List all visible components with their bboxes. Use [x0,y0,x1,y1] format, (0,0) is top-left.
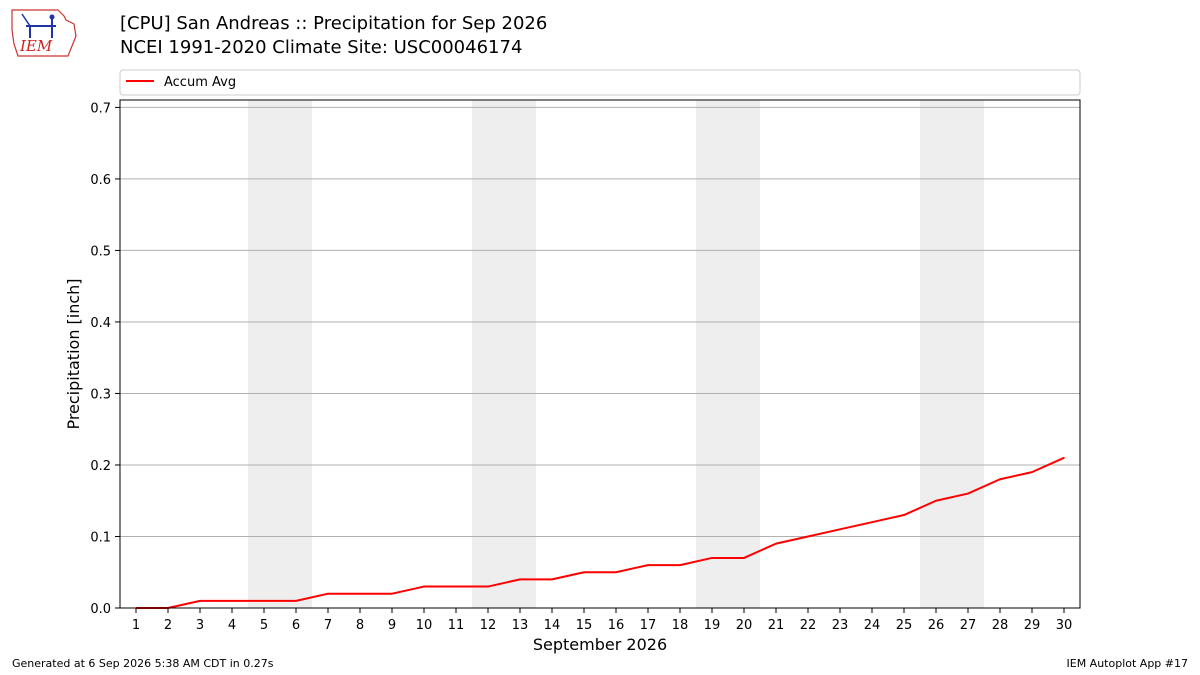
y-axis-label: Precipitation [inch] [64,278,83,429]
x-tick-label: 6 [292,618,300,633]
y-tick-label: 0.5 [90,244,111,259]
data-point [935,499,937,502]
data-point [455,585,457,588]
y-tick-label: 0.4 [90,316,111,331]
y-tick-label: 0.2 [90,459,111,474]
data-point [1063,457,1065,459]
data-point [903,514,905,516]
x-tick-label: 16 [608,618,625,633]
plot-frame [119,99,1081,609]
data-point [807,535,809,538]
data-point [551,578,553,581]
data-point [519,578,521,581]
data-point [263,600,265,602]
x-tick-label: 19 [704,618,721,633]
x-axis-ticks: 1 2 3 4 5 6 7 8 9 10 11 12 13 14 15 16 17 18 19 20 21 22 23 24 2… [132,608,1072,633]
x-tick-label: 12 [480,618,497,633]
data-point [647,564,649,566]
series-line-accum-avg [136,456,1065,609]
x-tick-label: 22 [800,618,817,633]
y-tick-label: 0.6 [90,173,111,188]
x-tick-label: 10 [416,618,433,633]
data-point [359,592,361,595]
footer-app: IEM Autoplot App #17 [1066,657,1189,670]
x-tick-label: 30 [1056,618,1073,633]
weekend-shade [920,100,984,608]
data-point [615,571,617,574]
data-point [1031,471,1033,473]
data-point [487,585,489,588]
x-tick-label: 21 [768,618,785,633]
x-tick-label: 2 [164,618,172,633]
weekend-shade [472,100,536,608]
data-point [295,600,297,602]
data-point [583,571,585,574]
x-tick-label: 26 [928,618,945,633]
x-tick-label: 7 [324,618,332,633]
x-tick-label: 11 [448,618,465,633]
data-point [327,592,329,595]
x-tick-label: 18 [672,618,689,633]
data-point [775,542,777,545]
iem-logo: IEM [11,9,77,57]
data-point [199,600,201,602]
data-point [679,564,681,566]
x-axis-label: September 2026 [533,635,667,654]
data-point [871,521,873,523]
x-tick-label: 24 [864,618,881,633]
data-point [391,592,393,595]
weekend-shade [248,100,312,608]
y-tick-label: 0.7 [90,101,111,116]
logo-text: IEM [19,37,53,55]
x-tick-label: 5 [260,618,268,633]
data-point [999,478,1001,481]
legend: Accum Avg [119,69,1081,96]
weekend-shading [248,100,984,608]
legend-label: Accum Avg [164,75,236,90]
x-tick-label: 27 [960,618,977,633]
x-tick-label: 13 [512,618,529,633]
x-tick-label: 28 [992,618,1009,633]
x-tick-label: 3 [196,618,204,633]
x-tick-label: 9 [388,618,396,633]
x-tick-label: 1 [132,618,140,633]
y-tick-label: 0.0 [90,602,111,617]
data-point [231,600,233,602]
data-point [839,528,841,531]
x-tick-label: 23 [832,618,849,633]
x-tick-label: 17 [640,618,657,633]
x-tick-label: 4 [228,618,236,633]
x-tick-label: 20 [736,618,753,633]
chart-title-block: [CPU] San Andreas :: Precipitation for S… [120,12,547,60]
x-tick-label: 25 [896,618,913,633]
x-tick-label: 15 [576,618,593,633]
footer-generated: Generated at 6 Sep 2026 5:38 AM CDT in 0… [12,657,274,670]
chart-subtitle: NCEI 1991-2020 Climate Site: USC00046174 [120,37,523,58]
x-tick-label: 29 [1024,618,1041,633]
legend-box [119,69,1081,96]
weekend-shade [696,100,760,608]
data-point [967,492,969,495]
data-point [423,585,425,588]
y-tick-label: 0.1 [90,530,111,545]
data-point [743,557,745,559]
x-tick-label: 8 [356,618,364,633]
data-point [711,557,713,559]
y-tick-label: 0.3 [90,387,111,402]
y-axis-ticks: 0.0 0.1 0.2 0.3 0.4 0.5 0.6 0.7 [90,101,120,617]
x-tick-label: 14 [544,618,561,633]
chart-title: [CPU] San Andreas :: Precipitation for S… [120,13,548,34]
